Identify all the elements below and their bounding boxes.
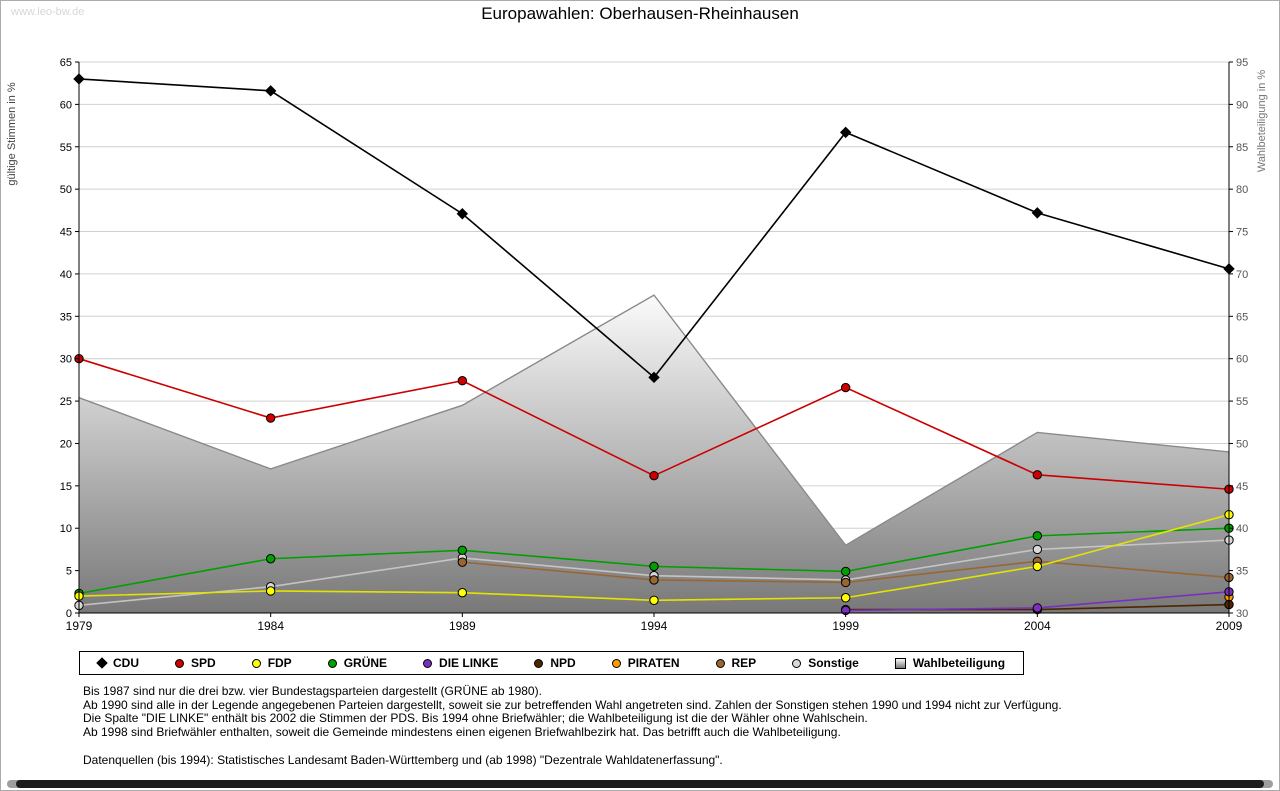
svg-text:2004: 2004 [1024,619,1051,633]
svg-text:45: 45 [1236,481,1248,493]
svg-text:70: 70 [1236,269,1248,281]
legend-item-piraten: PIRATEN [611,656,680,670]
footnotes: Bis 1987 sind nur die drei bzw. vier Bun… [83,684,1062,768]
wahlbeteiligung-marker-icon [894,657,906,669]
svg-text:50: 50 [60,184,72,196]
svg-text:55: 55 [1236,396,1248,408]
legend-label-fdp: FDP [267,656,292,670]
svg-text:50: 50 [1236,438,1248,450]
svg-text:40: 40 [1236,523,1248,535]
legend-item-rep: REP [715,656,757,670]
svg-text:85: 85 [1236,142,1248,154]
legend-label-cdu: CDU [113,656,139,670]
sonstige-marker-icon [792,658,802,668]
svg-text:60: 60 [60,99,72,111]
svg-text:5: 5 [66,566,72,578]
rep-marker-icon [715,658,725,668]
chart-legend: CDU SPD FDP GRÜNE DIE LINKE NPD PIRATEN REP Sons… [79,651,1025,675]
grüne-marker-icon [327,658,337,668]
svg-text:95: 95 [1236,57,1248,69]
svg-text:gültige Stimmen in %: gültige Stimmen in % [6,82,18,186]
svg-text:60: 60 [1236,354,1248,366]
chart-plot-area: 0 5 10 15 20 25 30 35 40 45 50 55 60 65 30 35 40 45 50 55 60… [6,57,1268,633]
legend-label-sonstige: Sonstige [808,656,859,670]
svg-text:25: 25 [60,396,72,408]
legend-item-grüne: GRÜNE [327,656,388,670]
legend-label-npd: NPD [550,656,576,670]
svg-text:80: 80 [1236,184,1248,196]
svg-text:2009: 2009 [1216,619,1243,633]
footnote-line-2: Ab 1990 sind alle in der Legende angegeb… [83,697,1062,712]
die-linke-marker-icon [423,658,433,668]
svg-text:55: 55 [60,142,72,154]
svg-text:90: 90 [1236,99,1248,111]
svg-text:10: 10 [60,523,72,535]
chart-title: Europawahlen: Oberhausen-Rheinhausen [481,4,799,23]
svg-text:30: 30 [60,354,72,366]
legend-item-die-linke: DIE LINKE [423,656,498,670]
piraten-marker-icon [611,658,621,668]
leo-bw-watermark: www.leo-bw.de [11,6,85,18]
footnote-line-1: Bis 1987 sind nur die drei bzw. vier Bun… [83,684,542,698]
legend-item-cdu: CDU [96,656,139,670]
svg-text:45: 45 [60,227,72,239]
legend-item-npd: NPD [534,656,576,670]
legend-item-spd: SPD [175,656,216,670]
svg-text:1994: 1994 [641,619,668,633]
footnote-line-4: Ab 1998 sind Briefwähler enthalten, sowe… [83,724,841,739]
legend-item-sonstige: Sonstige [792,656,859,670]
legend-item-fdp: FDP [251,656,292,670]
horizontal-scrollbar[interactable] [7,780,1273,788]
fdp-marker-icon [251,658,261,668]
svg-text:1984: 1984 [257,619,284,633]
svg-text:20: 20 [60,438,72,450]
svg-text:65: 65 [60,57,72,69]
svg-text:75: 75 [1236,227,1248,239]
svg-text:1989: 1989 [449,619,476,633]
spd-marker-icon [175,658,184,668]
svg-text:35: 35 [60,311,72,323]
cdu-marker-icon [96,657,108,669]
svg-text:40: 40 [60,269,72,281]
svg-text:Wahlbeteiligung in %: Wahlbeteiligung in % [1256,70,1268,173]
svg-text:65: 65 [1236,311,1248,323]
data-source-line: Datenquellen (bis 1994): Statistisches L… [83,753,723,767]
footnote-line-3: Die Spalte "DIE LINKE" enthält bis 2002 … [83,711,868,725]
legend-label-spd: SPD [191,656,216,670]
legend-item-wahlbeteiligung: Wahlbeteiligung [894,656,1006,670]
scrollbar-thumb[interactable] [16,780,1264,788]
legend-label-grüne: GRÜNE [343,656,388,670]
svg-text:0: 0 [66,608,72,620]
svg-text:1999: 1999 [832,619,859,633]
svg-text:30: 30 [1236,608,1248,620]
legend-label-piraten: PIRATEN [627,656,680,670]
svg-text:1979: 1979 [66,619,93,633]
svg-text:35: 35 [1236,566,1248,578]
npd-marker-icon [534,658,544,668]
legend-label-wahlbeteiligung: Wahlbeteiligung [912,656,1006,670]
legend-label-die-linke: DIE LINKE [439,656,499,670]
legend-label-rep: REP [731,656,757,670]
svg-text:15: 15 [60,481,72,493]
